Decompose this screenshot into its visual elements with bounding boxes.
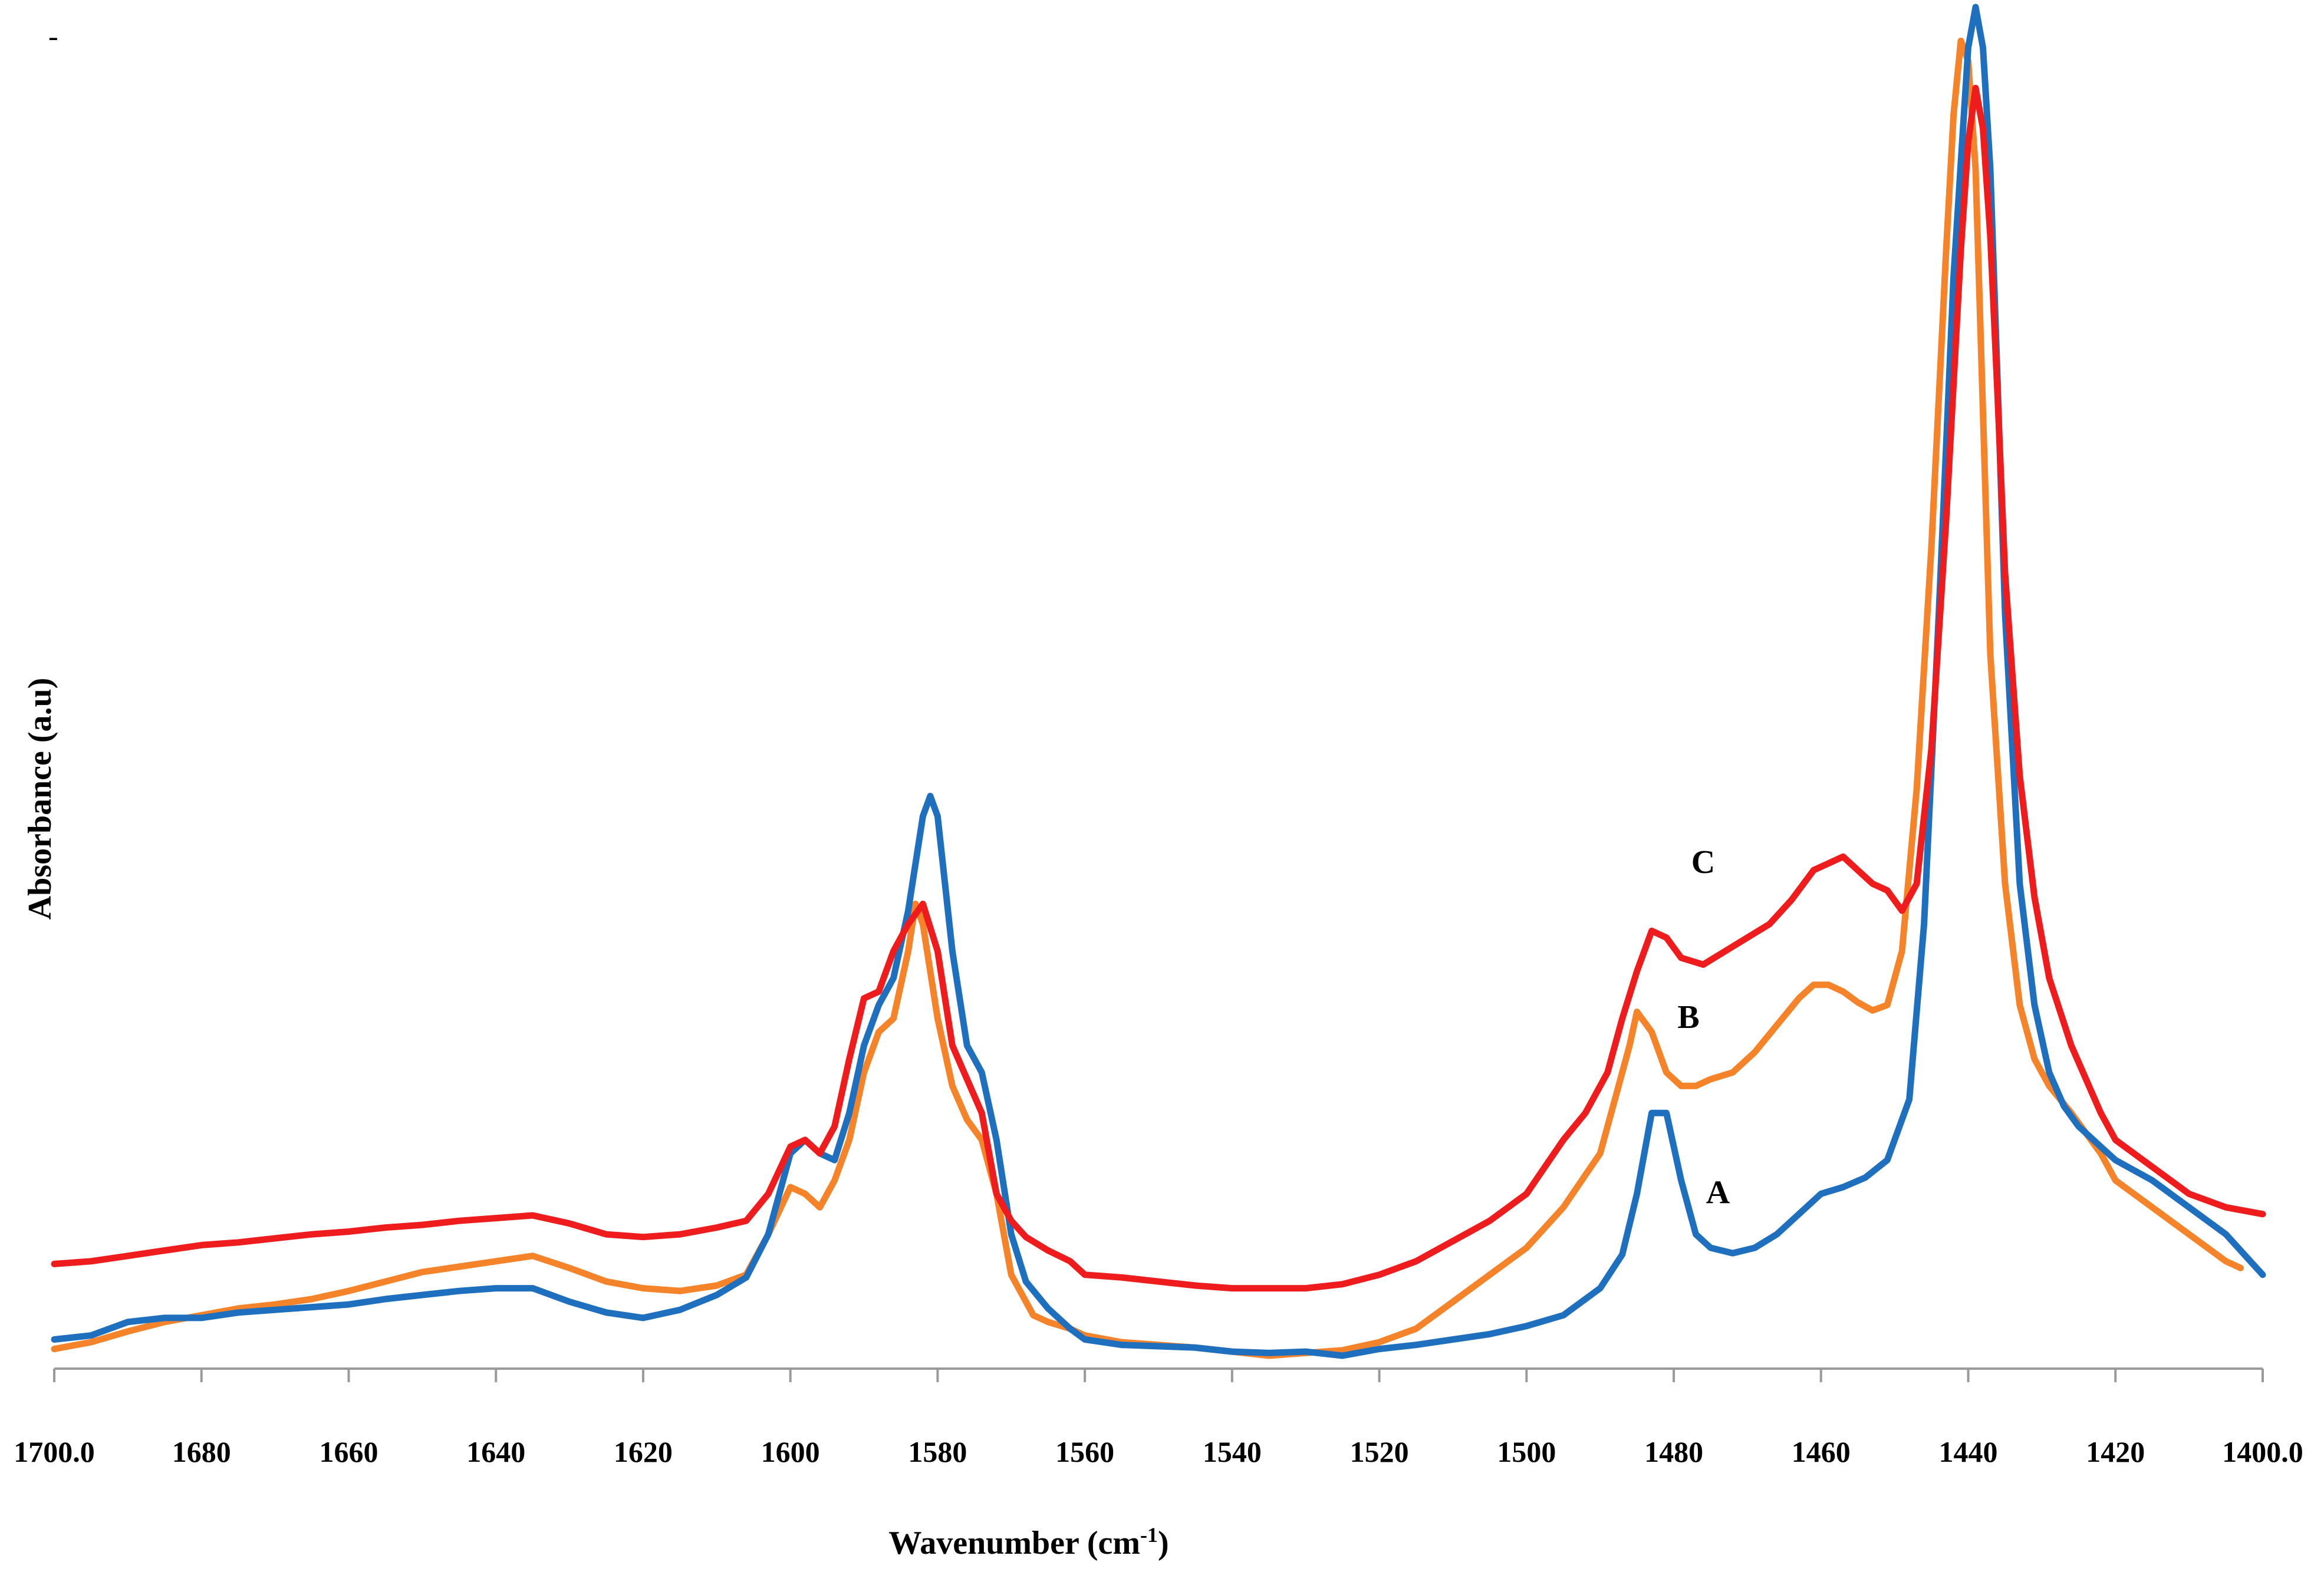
x-axis-title: Wavenumber (cm-1)	[888, 1523, 1168, 1561]
x-tick-label: 1600	[761, 1435, 820, 1468]
x-tick-label: 1520	[1350, 1435, 1409, 1468]
curve-labels: A B C	[1677, 844, 1730, 1211]
x-tick-label: 1540	[1203, 1435, 1262, 1468]
x-tick-label: 1680	[172, 1435, 231, 1468]
x-tick-label: 1660	[319, 1435, 378, 1468]
series-line-a	[51, 4, 2266, 1359]
x-tick-label: 1700.0	[14, 1435, 95, 1468]
x-tick-label: 1480	[1644, 1435, 1703, 1468]
x-tick-label: 1560	[1055, 1435, 1114, 1468]
x-tick-label: 1420	[2086, 1435, 2145, 1468]
series-line-b	[51, 37, 2244, 1359]
x-tick-label: 1400.0	[2222, 1435, 2303, 1468]
series-line-c	[51, 84, 2266, 1292]
x-axis-title-suffix: )	[1158, 1525, 1169, 1561]
series-layer	[51, 4, 2266, 1359]
x-tick-label: 1640	[466, 1435, 525, 1468]
curve-label-b: B	[1677, 999, 1699, 1036]
x-tick-label: 1620	[614, 1435, 673, 1468]
corner-mark: -	[48, 19, 58, 52]
x-axis-title-superscript: -1	[1140, 1523, 1158, 1547]
curve-label-c: C	[1691, 844, 1715, 881]
x-ticks: 1700.0 1680 1660 1640 1620 1600 1580 1560 1540 15…	[14, 1369, 2303, 1468]
y-axis-title: Absorbance (a.u)	[22, 678, 58, 920]
x-tick-label: 1460	[1792, 1435, 1851, 1468]
x-tick-label: 1500	[1497, 1435, 1556, 1468]
x-axis-title-text: Wavenumber (cm	[888, 1525, 1140, 1561]
x-tick-label: 1580	[908, 1435, 967, 1468]
x-tick-label: 1440	[1939, 1435, 1998, 1468]
curve-label-a: A	[1706, 1174, 1730, 1211]
